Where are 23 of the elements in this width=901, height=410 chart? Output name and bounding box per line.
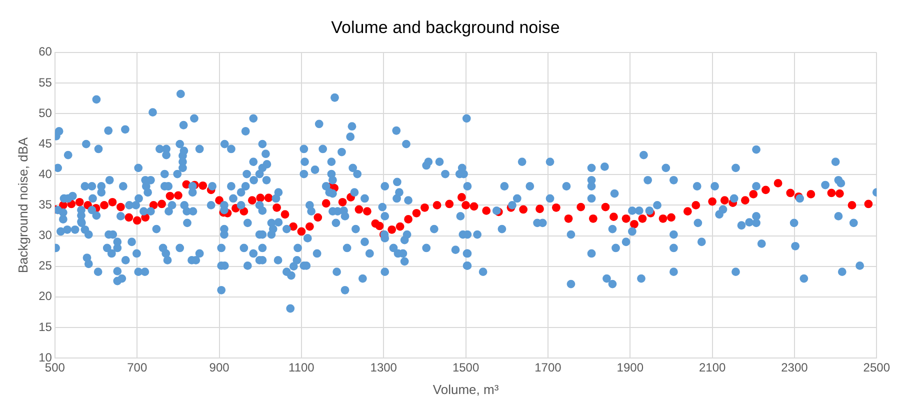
x-tick-label: 2300 (781, 360, 808, 375)
y-tick-label: 25 (38, 258, 52, 273)
y-tick-label: 50 (38, 106, 52, 120)
y-tick-label: 60 (38, 44, 52, 59)
y-tick-label: 15 (38, 320, 52, 334)
x-tick-label: 1300 (370, 360, 398, 375)
x-tick-label: 900 (209, 360, 230, 375)
y-tick-label: 40 (38, 166, 52, 181)
x-tick-label: 1900 (616, 360, 644, 375)
x-tick-label: 1500 (452, 360, 480, 375)
x-tick-label: 700 (127, 360, 148, 375)
x-tick-label: 2100 (698, 360, 726, 375)
y-tick-label: 35 (38, 198, 52, 212)
chart-title: Volume and background noise (331, 18, 560, 37)
y-tick-label: 20 (38, 289, 52, 304)
x-tick-label: 1100 (288, 360, 315, 375)
x-axis-title: Volume, m³ (432, 382, 500, 397)
y-tick-label: 45 (38, 136, 52, 150)
y-axis-title: Background noise, dBA (15, 136, 30, 274)
y-tick-label: 55 (38, 75, 52, 90)
x-tick-label: 1700 (534, 360, 562, 375)
x-tick-label: 2500 (863, 360, 890, 375)
y-tick-label: 30 (38, 228, 52, 242)
